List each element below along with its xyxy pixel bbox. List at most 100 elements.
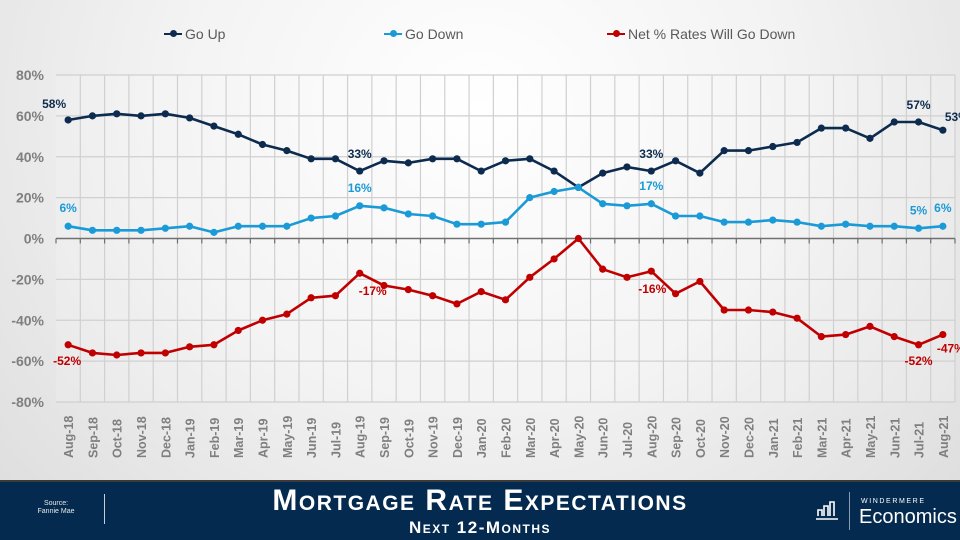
x-tick-label: May-21 bbox=[864, 416, 878, 458]
x-tick-label: Jul-20 bbox=[621, 422, 635, 458]
data-label: 16% bbox=[348, 181, 372, 195]
logo-divider bbox=[849, 492, 850, 530]
data-point bbox=[64, 116, 72, 124]
data-point bbox=[258, 316, 267, 324]
data-label: 6% bbox=[59, 201, 77, 215]
data-point bbox=[186, 222, 194, 230]
data-point bbox=[137, 226, 145, 234]
x-tick-label: Mar-19 bbox=[232, 418, 246, 458]
x-tick-label: Jun-20 bbox=[597, 418, 611, 458]
data-point bbox=[939, 222, 947, 230]
data-point bbox=[793, 218, 801, 226]
source-note: Source: Fannie Mae bbox=[20, 500, 92, 516]
data-point bbox=[453, 220, 461, 228]
data-point bbox=[453, 300, 461, 308]
y-tick-label: -60% bbox=[11, 353, 44, 369]
data-point bbox=[914, 118, 923, 126]
x-tick-label: Mar-20 bbox=[524, 418, 538, 458]
data-point bbox=[647, 267, 655, 275]
data-point bbox=[720, 306, 728, 314]
data-point bbox=[501, 218, 510, 226]
data-point bbox=[477, 220, 485, 228]
data-point bbox=[356, 167, 364, 175]
data-point bbox=[769, 216, 777, 224]
data-point bbox=[380, 157, 388, 165]
data-point bbox=[720, 147, 728, 155]
data-point bbox=[88, 226, 97, 234]
data-label: 17% bbox=[639, 179, 663, 193]
data-point bbox=[64, 222, 72, 230]
data-point bbox=[744, 147, 753, 155]
data-point bbox=[283, 222, 291, 230]
data-point bbox=[671, 157, 680, 165]
legend-item-net: Net % Rates Will Go Down bbox=[607, 26, 795, 42]
data-point bbox=[599, 200, 607, 208]
source-name: Fannie Mae bbox=[37, 508, 75, 515]
source-label: Source: bbox=[43, 500, 69, 507]
data-point bbox=[623, 163, 631, 171]
x-tick-label: Oct-20 bbox=[694, 419, 708, 458]
x-tick-label: Jul-21 bbox=[913, 422, 927, 458]
data-point bbox=[550, 167, 558, 175]
x-tick-label: Apr-19 bbox=[257, 418, 271, 458]
y-tick-label: 40% bbox=[16, 149, 45, 165]
brand-top: WINDERMERE bbox=[861, 498, 926, 505]
y-tick-label: 20% bbox=[16, 190, 45, 206]
x-tick-label: Sep-20 bbox=[670, 417, 684, 458]
data-point bbox=[817, 333, 825, 341]
slide-title: Mortgage Rate Expectations bbox=[272, 484, 688, 517]
x-tick-label: Dec-18 bbox=[159, 417, 173, 458]
data-point bbox=[283, 147, 291, 155]
data-point bbox=[526, 273, 534, 281]
data-point bbox=[574, 183, 582, 192]
x-tick-label: Aug-20 bbox=[645, 416, 659, 458]
x-tick-label: Nov-18 bbox=[135, 416, 149, 458]
data-label: -16% bbox=[638, 282, 666, 296]
data-point bbox=[356, 269, 364, 277]
data-point bbox=[769, 308, 777, 316]
x-tick-label: Sep-19 bbox=[378, 417, 392, 458]
x-tick-label: Feb-20 bbox=[500, 418, 514, 458]
data-point bbox=[210, 122, 218, 130]
data-point bbox=[234, 222, 242, 230]
data-point bbox=[380, 281, 388, 290]
data-point bbox=[88, 349, 97, 357]
x-tick-label: Jun-21 bbox=[888, 418, 902, 458]
data-point bbox=[817, 124, 825, 132]
legend-item-go-up: Go Up bbox=[164, 26, 225, 42]
data-point bbox=[914, 341, 923, 349]
y-tick-label: -20% bbox=[11, 271, 44, 287]
data-point bbox=[696, 212, 704, 220]
x-tick-label: Oct-18 bbox=[111, 419, 125, 458]
data-point bbox=[404, 159, 412, 167]
data-point bbox=[258, 222, 267, 230]
data-point bbox=[623, 202, 631, 210]
data-point bbox=[210, 228, 218, 236]
data-point bbox=[113, 351, 121, 359]
data-point bbox=[866, 222, 874, 230]
slide-subtitle: Next 12-Months bbox=[408, 518, 552, 537]
chart-legend: Go Up Go Down Net % Rates Will Go Down bbox=[0, 26, 960, 48]
x-tick-label: May-19 bbox=[281, 416, 295, 458]
data-point bbox=[161, 349, 169, 357]
data-point bbox=[501, 296, 510, 304]
x-tick-label: Nov-20 bbox=[718, 416, 732, 458]
data-point bbox=[890, 118, 898, 126]
data-point bbox=[939, 330, 947, 339]
data-label: -17% bbox=[359, 284, 387, 298]
data-point bbox=[599, 265, 607, 273]
x-tick-label: May-20 bbox=[572, 416, 586, 458]
legend-label: Go Down bbox=[405, 26, 464, 42]
data-point bbox=[744, 218, 753, 226]
data-point bbox=[477, 167, 485, 175]
y-tick-label: -80% bbox=[11, 394, 44, 410]
data-point bbox=[817, 222, 825, 230]
data-label: 33% bbox=[348, 147, 372, 161]
x-tick-label: Sep-18 bbox=[86, 417, 100, 458]
data-point bbox=[842, 330, 850, 339]
data-label: 5% bbox=[910, 203, 928, 217]
source-divider bbox=[104, 494, 105, 524]
data-point bbox=[890, 333, 898, 341]
data-point bbox=[939, 126, 947, 134]
data-point bbox=[720, 218, 728, 226]
